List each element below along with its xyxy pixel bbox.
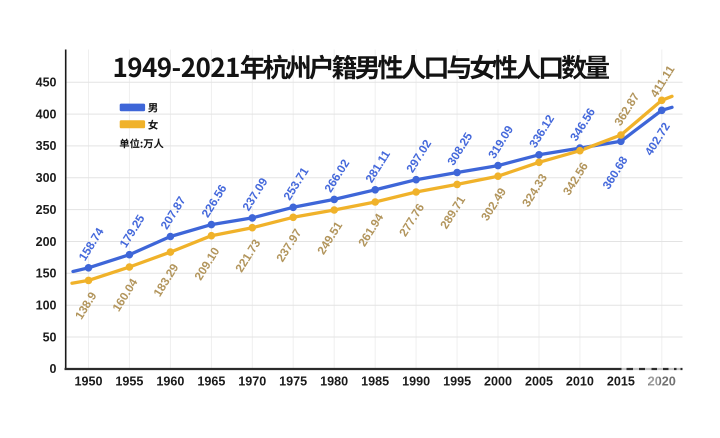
- svg-text:1975: 1975: [279, 375, 307, 389]
- svg-text:350: 350: [36, 139, 57, 153]
- svg-text:1960: 1960: [156, 375, 184, 389]
- svg-text:450: 450: [36, 76, 57, 90]
- svg-text:200: 200: [36, 235, 57, 249]
- svg-text:50: 50: [43, 330, 57, 344]
- svg-text:100: 100: [36, 299, 57, 313]
- svg-text:0: 0: [50, 362, 57, 376]
- svg-text:1965: 1965: [197, 375, 225, 389]
- svg-text:1980: 1980: [320, 375, 348, 389]
- svg-text:1955: 1955: [115, 375, 143, 389]
- svg-text:2020: 2020: [648, 375, 676, 389]
- svg-text:2010: 2010: [566, 375, 594, 389]
- svg-text:250: 250: [36, 203, 57, 217]
- svg-text:1990: 1990: [402, 375, 430, 389]
- svg-text:1950: 1950: [74, 375, 102, 389]
- svg-text:2000: 2000: [484, 375, 512, 389]
- svg-text:1995: 1995: [443, 375, 471, 389]
- svg-text:400: 400: [36, 107, 57, 121]
- svg-text:1970: 1970: [238, 375, 266, 389]
- svg-text:2015: 2015: [607, 375, 635, 389]
- svg-text:2005: 2005: [525, 375, 553, 389]
- svg-text:1985: 1985: [361, 375, 389, 389]
- svg-text:150: 150: [36, 267, 57, 281]
- svg-text:300: 300: [36, 171, 57, 185]
